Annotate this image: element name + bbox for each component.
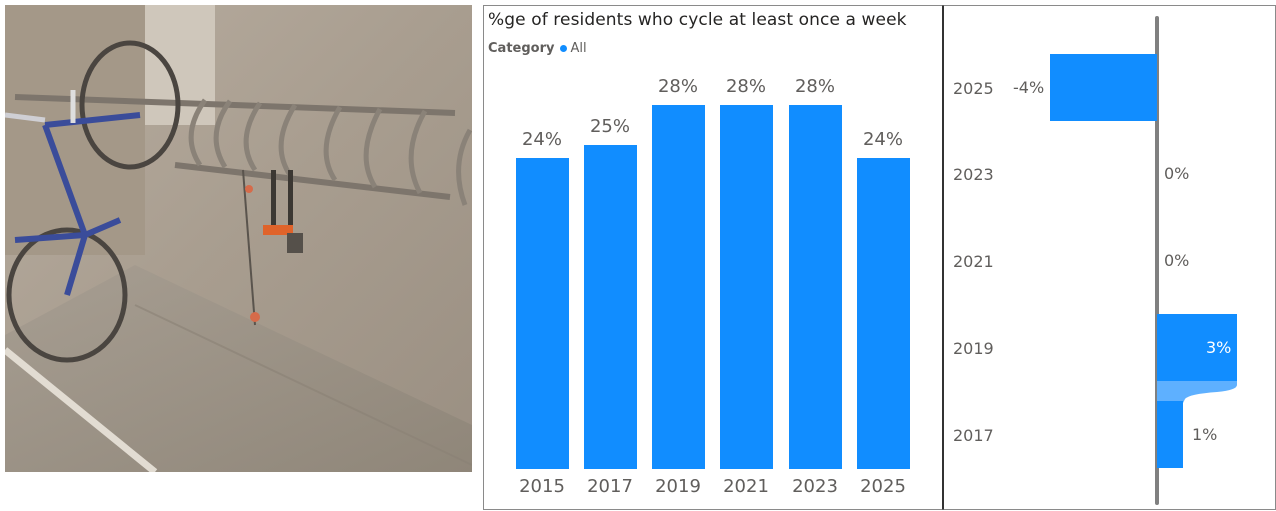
bar-value-label: 25% xyxy=(589,116,630,137)
legend-item-all[interactable]: All xyxy=(570,41,587,56)
chart-legend: Category All xyxy=(488,41,587,56)
change-bar-2017[interactable] xyxy=(1157,401,1183,468)
bike-rack-photo-illustration xyxy=(5,5,472,472)
bar-2025[interactable] xyxy=(857,158,910,469)
row-year-label: 2017 xyxy=(953,426,994,445)
x-axis-label: 2017 xyxy=(587,476,633,497)
x-axis-label: 2021 xyxy=(723,476,769,497)
bar-value-label: 24% xyxy=(862,129,903,150)
row-value-label: 0% xyxy=(1164,251,1190,270)
legend-dot-icon xyxy=(560,45,568,52)
row-year-label: 2019 xyxy=(953,339,994,358)
bar-2017[interactable] xyxy=(584,145,637,469)
bar-value-label: 28% xyxy=(657,76,698,97)
cycling-rate-chart: %ge of residents who cycle at least once… xyxy=(483,5,943,510)
x-axis-label: 2019 xyxy=(655,476,701,497)
row-value-label: 3% xyxy=(1206,338,1232,357)
bar-value-label: 28% xyxy=(725,76,766,97)
change-chart: 2025 -4% 2023 0% 2021 0% 2019 3% 2017 1% xyxy=(943,5,1276,510)
bar-2015[interactable] xyxy=(516,158,569,469)
legend-title: Category xyxy=(488,41,555,56)
row-year-label: 2025 xyxy=(953,79,994,98)
bar-2019[interactable] xyxy=(652,105,705,469)
x-axis-label: 2025 xyxy=(860,476,906,497)
bike-rack-photo xyxy=(5,5,472,472)
x-axis-label: 2015 xyxy=(519,476,565,497)
row-year-label: 2021 xyxy=(953,252,994,271)
bar-2023[interactable] xyxy=(789,105,842,469)
bar-value-label: 28% xyxy=(794,76,835,97)
row-value-label: -4% xyxy=(1013,78,1045,97)
change-bar-2025[interactable] xyxy=(1050,54,1157,121)
row-year-label: 2023 xyxy=(953,165,994,184)
row-value-label: 1% xyxy=(1192,425,1218,444)
bar-value-label: 24% xyxy=(521,129,562,150)
row-value-label: 0% xyxy=(1164,164,1190,183)
zero-axis-line xyxy=(1155,16,1159,505)
chart-title: %ge of residents who cycle at least once… xyxy=(488,10,907,30)
bar-2021[interactable] xyxy=(720,105,773,469)
waterfall-connector xyxy=(1157,381,1237,403)
x-axis-label: 2023 xyxy=(792,476,838,497)
change-bar-2019[interactable] xyxy=(1157,314,1237,381)
